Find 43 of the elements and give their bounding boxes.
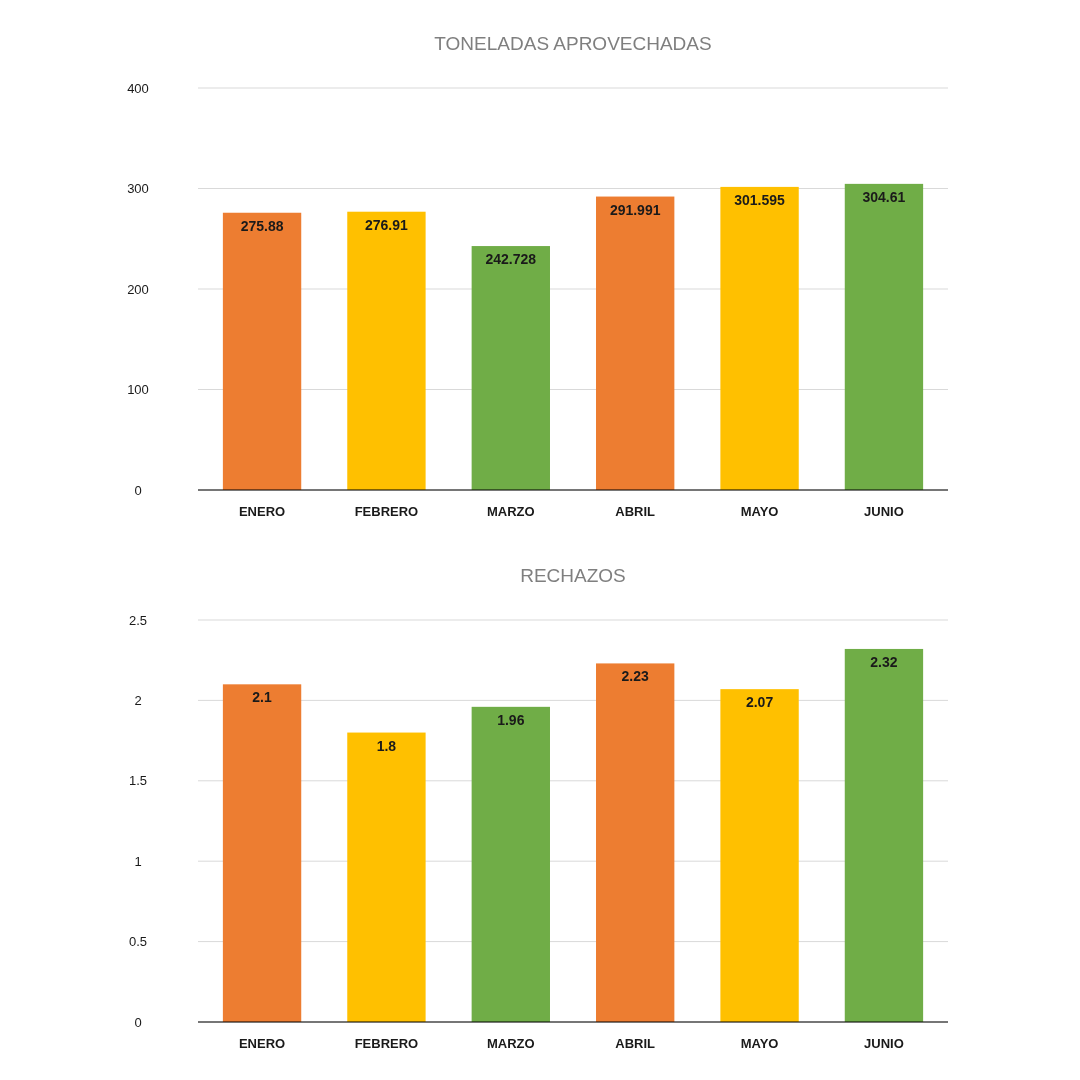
y-tick-label: 1.5	[128, 773, 148, 789]
x-tick-label: MARZO	[486, 504, 535, 519]
x-tick-label: JUNIO	[864, 504, 904, 519]
data-label: 291.991	[609, 201, 661, 218]
x-tick-label: MAYO	[740, 504, 779, 519]
y-tick-label: 200	[127, 281, 149, 297]
data-label: 2.1	[252, 689, 272, 706]
data-label: 1.96	[497, 711, 525, 728]
y-tick-label: 1	[134, 853, 142, 869]
data-label: 242.728	[485, 251, 537, 268]
y-tick-label: 300	[127, 181, 149, 197]
x-tick-label: MAYO	[740, 1036, 779, 1051]
chart-title: RECHAZOS	[520, 565, 626, 586]
x-tick-label: FEBRERO	[354, 504, 419, 519]
x-tick-label: ABRIL	[615, 504, 656, 519]
bar	[844, 648, 924, 1022]
bar	[347, 732, 426, 1022]
data-label: 301.595	[734, 191, 786, 208]
data-label: 2.07	[745, 694, 774, 711]
data-label: 1.8	[376, 737, 397, 754]
data-label: 276.91	[365, 216, 409, 233]
bar	[471, 706, 550, 1022]
x-tick-label: ENERO	[238, 504, 286, 519]
y-tick-label: 0.5	[128, 934, 148, 950]
y-tick-label: 2.5	[128, 612, 148, 628]
data-label: 275.88	[240, 217, 284, 234]
data-label: 2.23	[621, 668, 650, 685]
y-tick-label: 2	[134, 692, 142, 708]
data-label: 304.61	[862, 188, 906, 205]
y-tick-label: 100	[127, 382, 149, 398]
bar	[596, 663, 675, 1022]
x-tick-label: MARZO	[486, 1036, 535, 1051]
x-tick-label: ENERO	[238, 1036, 286, 1051]
x-tick-label: ABRIL	[615, 1036, 656, 1051]
x-tick-label: FEBRERO	[354, 1036, 419, 1051]
bar	[222, 684, 302, 1022]
data-label: 2.32	[870, 653, 898, 670]
y-tick-label: 0	[134, 1014, 142, 1030]
y-tick-label: 0	[134, 482, 142, 498]
x-tick-label: JUNIO	[864, 1036, 904, 1051]
chart-title: TONELADAS APROVECHADAS	[434, 33, 712, 54]
y-tick-label: 400	[127, 80, 149, 96]
bar	[720, 689, 799, 1022]
